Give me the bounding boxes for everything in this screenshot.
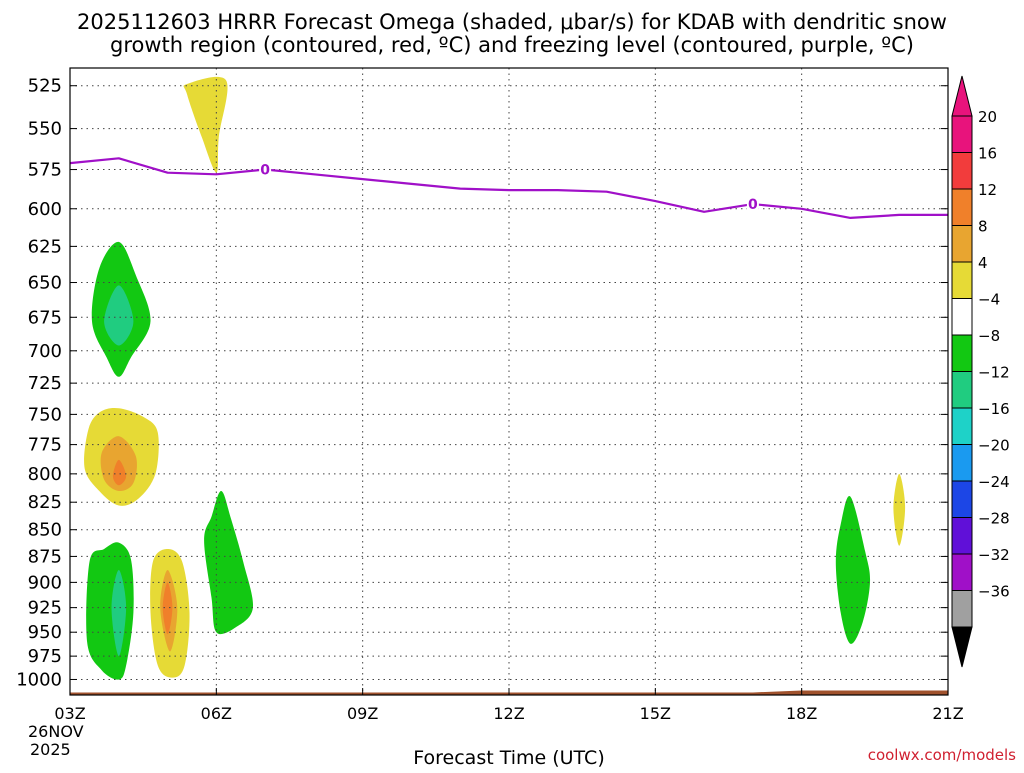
freezing-label-bg-0 bbox=[259, 161, 272, 178]
colorbar-bin--8-to--4 bbox=[951, 334, 973, 372]
omega-region-sinking-06z bbox=[204, 490, 254, 635]
colorbar-tick--28: −28 bbox=[978, 510, 1010, 528]
colorbar-tick-12: 12 bbox=[978, 181, 997, 199]
ytick-label-800: 800 bbox=[28, 464, 62, 485]
colorbar-tick--20: −20 bbox=[978, 437, 1010, 455]
colorbar-tick--36: −36 bbox=[978, 583, 1010, 601]
colorbar-bin--24-to--20 bbox=[951, 480, 973, 518]
colorbar-tick--4: −4 bbox=[978, 291, 1000, 309]
chart-title-line1: 2025112603 HRRR Forecast Omega (shaded, … bbox=[77, 10, 947, 34]
ytick-label-600: 600 bbox=[28, 199, 62, 220]
xtick-label-12Z: 12Z bbox=[493, 704, 524, 723]
colorbar: 20 16 12 8 4 −4 −8 −12 −16 −20 −24 −28 −32 −36 bbox=[951, 75, 1010, 668]
colorbar-top-arrow bbox=[951, 75, 973, 117]
xtick-label-06Z: 06Z bbox=[201, 704, 232, 723]
ytick-label-750: 750 bbox=[28, 404, 62, 425]
ytick-label-900: 900 bbox=[28, 572, 62, 593]
omega-region-sinking-925mb bbox=[86, 542, 134, 680]
freezing-label-0: 0 bbox=[260, 163, 270, 179]
freezing-label-bg-1 bbox=[746, 196, 759, 213]
ytick-label-625: 625 bbox=[28, 236, 62, 257]
colorbar-tick--16: −16 bbox=[978, 400, 1010, 418]
ytick-label-1000: 1000 bbox=[16, 669, 62, 690]
colorbar-bin--12-to--8 bbox=[951, 371, 973, 409]
colorbar-tick-20: 20 bbox=[978, 108, 997, 126]
colorbar-tick-8: 8 bbox=[978, 218, 988, 236]
freezing-level-line bbox=[69, 157, 948, 219]
omega-region-rising-780mb-core bbox=[112, 459, 127, 486]
colorbar-tick--32: −32 bbox=[978, 546, 1010, 564]
ytick-label-700: 700 bbox=[28, 341, 62, 362]
ytick-label-575: 575 bbox=[28, 160, 62, 181]
omega-region-sinking-19z bbox=[835, 495, 871, 644]
credit-text: coolwx.com/models bbox=[868, 746, 1016, 764]
freezing-label-1: 0 bbox=[748, 197, 758, 213]
ytick-label-550: 550 bbox=[28, 119, 62, 140]
colorbar-tick--12: −12 bbox=[978, 364, 1010, 382]
omega-region-rising-aloft bbox=[183, 76, 228, 173]
ytick-label-675: 675 bbox=[28, 307, 62, 328]
ytick-label-875: 875 bbox=[28, 546, 62, 567]
x-date-line2: 2025 bbox=[30, 740, 71, 759]
colorbar-tick-16: 16 bbox=[978, 145, 997, 163]
omega-region-sinking-925mb-core bbox=[111, 570, 127, 657]
ytick-label-825: 825 bbox=[28, 492, 62, 513]
colorbar-bin--32-to--28 bbox=[951, 553, 973, 591]
ytick-label-775: 775 bbox=[28, 435, 62, 456]
colorbar-tick--8: −8 bbox=[978, 327, 1000, 345]
colorbar-bin--28-to--24 bbox=[951, 517, 973, 555]
xtick-label-15Z: 15Z bbox=[640, 704, 671, 723]
ytick-label-850: 850 bbox=[28, 520, 62, 541]
ytick-label-525: 525 bbox=[28, 76, 62, 97]
xtick-label-03Z: 03Z bbox=[54, 704, 85, 723]
chart-title-line2: growth region (contoured, red, ºC) and f… bbox=[110, 33, 914, 57]
y-axis: 525 550 575 600 625 650 675 700 725 750 775 800 825 8… bbox=[16, 76, 948, 690]
x-date-line1: 26NOV bbox=[28, 722, 84, 741]
x-axis: 03Z 06Z 09Z 12Z 15Z 18Z 21Z bbox=[54, 688, 964, 723]
colorbar-bin--16-to--12 bbox=[951, 407, 973, 445]
xtick-label-18Z: 18Z bbox=[786, 704, 817, 723]
ytick-label-725: 725 bbox=[28, 373, 62, 394]
omega-region-rising-925mb-core bbox=[162, 582, 173, 635]
ytick-label-975: 975 bbox=[28, 646, 62, 667]
omega-region-sinking-700mb-core bbox=[104, 285, 134, 346]
colorbar-bin-8-to-12 bbox=[951, 225, 973, 263]
colorbar-bin-12-to-16 bbox=[951, 188, 973, 226]
colorbar-bin--20-to--16 bbox=[951, 444, 973, 482]
colorbar-tick-4: 4 bbox=[978, 254, 988, 272]
colorbar-bin-16-to-20 bbox=[951, 152, 973, 190]
colorbar-tick--24: −24 bbox=[978, 473, 1010, 491]
colorbar-bin-20-to-24 bbox=[951, 115, 973, 153]
colorbar-bin-4-to-8 bbox=[951, 261, 973, 299]
colorbar-bin--4-to-4 bbox=[951, 298, 973, 336]
ytick-label-925: 925 bbox=[28, 598, 62, 619]
x-axis-label: Forecast Time (UTC) bbox=[413, 747, 604, 768]
xtick-label-21Z: 21Z bbox=[932, 704, 963, 723]
omega-region-rising-20z bbox=[893, 473, 906, 546]
freezing-level-layer: 00 bbox=[69, 157, 948, 219]
ytick-label-950: 950 bbox=[28, 622, 62, 643]
colorbar-bottom-arrow bbox=[951, 626, 973, 668]
xtick-label-09Z: 09Z bbox=[347, 704, 378, 723]
colorbar-bin--36-to--32 bbox=[951, 590, 973, 628]
shaded-regions bbox=[84, 76, 906, 680]
ytick-label-650: 650 bbox=[28, 273, 62, 294]
